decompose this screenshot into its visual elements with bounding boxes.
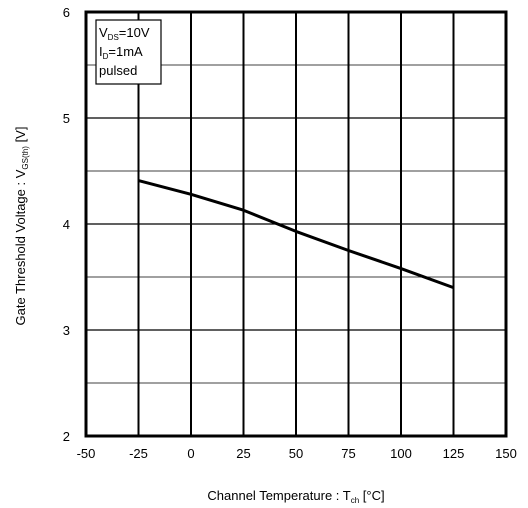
x-tick-label: 25: [236, 446, 250, 461]
x-tick-label: 150: [495, 446, 517, 461]
y-tick-label: 4: [63, 217, 70, 232]
condition-text: ID=1mA: [99, 44, 143, 61]
y-tick-label: 6: [63, 5, 70, 20]
y-axis-title-subscript: GS(th): [21, 146, 30, 170]
x-tick-label: 0: [187, 446, 194, 461]
condition-text: VDS=10V: [99, 25, 150, 42]
x-axis-title-unit: [°C]: [359, 488, 384, 503]
conditions-legend: VDS=10V ID=1mA pulsed: [99, 25, 150, 78]
x-tick-label: 50: [289, 446, 303, 461]
y-axis-ticks: 2 3 4 5 6: [63, 5, 70, 444]
condition-text: pulsed: [99, 63, 137, 78]
y-tick-label: 2: [63, 429, 70, 444]
x-tick-label: 75: [341, 446, 355, 461]
x-tick-label: 125: [443, 446, 465, 461]
y-axis-title-main: Gate Threshold Voltage : V: [13, 169, 28, 325]
x-tick-label: 100: [390, 446, 412, 461]
y-tick-label: 5: [63, 111, 70, 126]
y-axis-title-unit: [V]: [13, 127, 28, 147]
y-tick-label: 3: [63, 323, 70, 338]
plot-area-frame: [84, 10, 508, 438]
conditions-box: [95, 19, 162, 85]
x-tick-label: -50: [77, 446, 96, 461]
x-axis-title: Channel Temperature : Tch [°C]: [207, 488, 384, 505]
y-axis-title: Gate Threshold Voltage : VGS(th) [V]: [13, 127, 30, 326]
x-axis-ticks: -50 -25 0 25 50 75 100 125 150: [77, 446, 517, 461]
x-axis-title-subscript: ch: [351, 496, 359, 505]
x-tick-label: -25: [129, 446, 148, 461]
x-axis-title-main: Channel Temperature : T: [207, 488, 350, 503]
grid: [86, 12, 506, 436]
series-line: [138, 179, 455, 290]
series-layer: [138, 179, 455, 290]
